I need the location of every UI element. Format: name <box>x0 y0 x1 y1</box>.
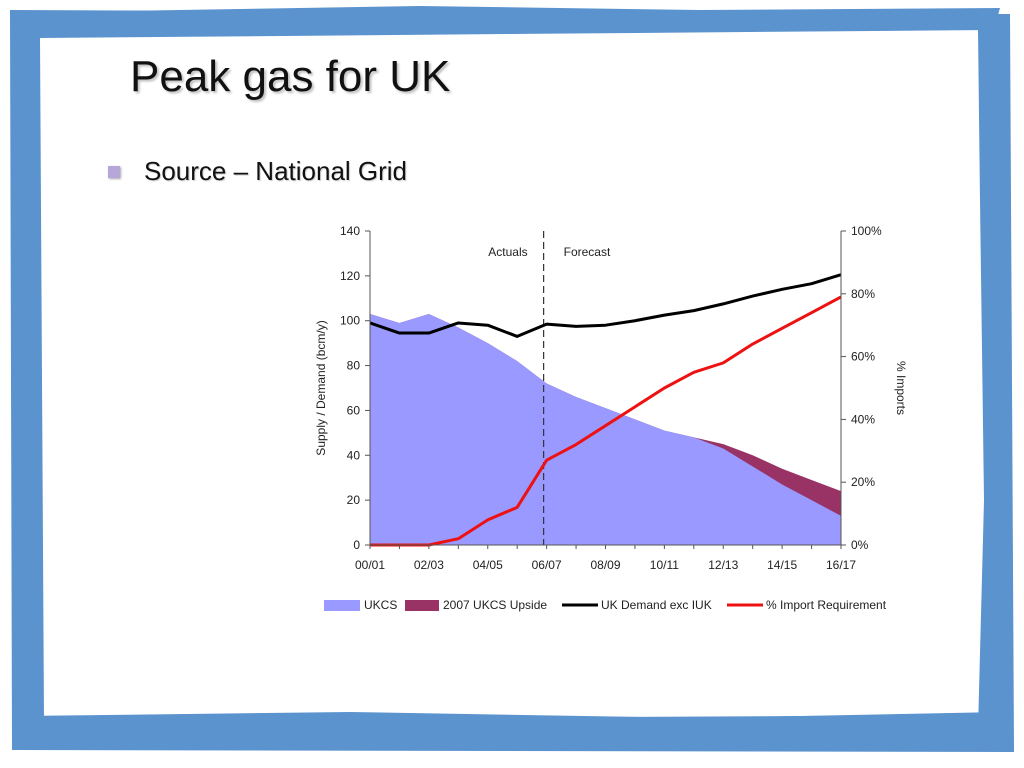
y-right-tick-label: 60% <box>851 350 875 364</box>
bullet-square-icon <box>108 165 120 178</box>
legend-swatch-ukcs-upside <box>405 600 439 611</box>
y-left-tick-label: 60 <box>347 403 361 417</box>
frame-brush-right <box>978 24 1006 740</box>
x-tick-label: 04/05 <box>473 558 503 572</box>
x-tick-label: 08/09 <box>590 558 620 572</box>
series-uk-demand-line <box>369 273 842 338</box>
y-left-tick-label: 0 <box>353 538 360 552</box>
y-axis-right-title: % Imports <box>894 361 908 415</box>
plot-area: Actuals Forecast <box>369 231 842 547</box>
legend-label-ukcs-upside: 2007 UKCS Upside <box>443 598 547 612</box>
y-left-tick-label: 20 <box>347 493 361 507</box>
y-right-tick-label: 20% <box>851 475 875 489</box>
y-left-tick-label: 100 <box>340 314 360 328</box>
y-right-tick-label: 0% <box>851 538 869 552</box>
legend-swatch-ukcs <box>324 600 360 611</box>
frame-brush-bottom <box>16 712 1004 746</box>
y-axis-left-title: Supply / Demand (bcm/y) <box>314 320 328 455</box>
legend-label-ukcs: UKCS <box>364 598 397 612</box>
y-left-tick-label: 40 <box>347 448 361 462</box>
y-right-tick-label: 80% <box>851 287 875 301</box>
bullet-text: Source – National Grid <box>144 156 408 186</box>
bullet-item: Source – National Grid <box>108 156 407 187</box>
x-tick-label: 16/17 <box>826 558 856 572</box>
x-tick-label: 12/13 <box>708 558 738 572</box>
y-left-tick-label: 120 <box>340 269 360 283</box>
x-tick-label: 14/15 <box>767 558 797 572</box>
y-right-tick-label: 40% <box>851 412 875 426</box>
y-left-tick-label: 140 <box>340 224 360 238</box>
annotation-forecast: Forecast <box>564 245 611 259</box>
chart-legend: UKCS 2007 UKCS Upside UK Demand exc IUK % I… <box>324 598 887 612</box>
legend-label-import-requirement: % Import Requirement <box>766 598 887 612</box>
legend-label-uk-demand: UK Demand exc IUK <box>601 598 712 612</box>
x-tick-label: 10/11 <box>650 558 679 572</box>
annotation-actuals: Actuals <box>488 245 527 259</box>
series-ukcs-area <box>370 313 841 545</box>
x-tick-label: 06/07 <box>532 558 562 572</box>
y-left-tick-label: 80 <box>347 359 361 373</box>
chart-axes: 0 20 40 60 80 100 120 140 0% 20% 40% 60% 80% 100% 00/0… <box>314 224 908 572</box>
x-tick-label: 02/03 <box>414 558 444 572</box>
frame-brush-left <box>14 30 36 710</box>
y-right-tick-label: 100% <box>851 224 882 238</box>
frame-brush-top <box>60 6 1000 26</box>
series-import-requirement-line <box>370 295 842 547</box>
x-tick-label: 00/01 <box>355 558 385 572</box>
slide-title: Peak gas for UK <box>130 52 451 101</box>
